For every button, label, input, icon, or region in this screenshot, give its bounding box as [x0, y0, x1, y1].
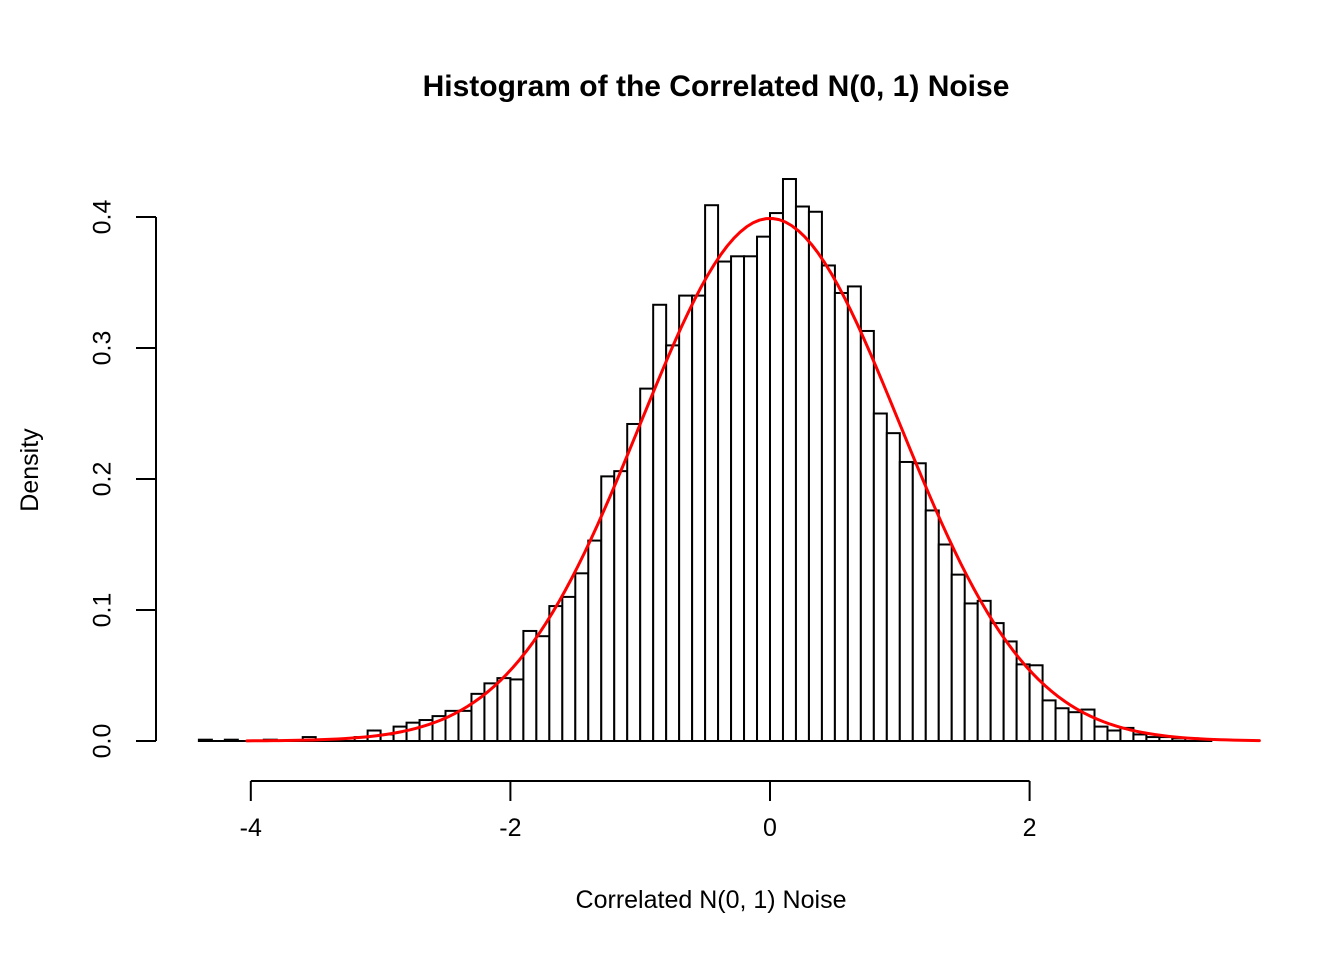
histogram-bar — [457, 709, 473, 742]
histogram-bar — [859, 329, 875, 742]
histogram-bar — [613, 470, 629, 742]
histogram-bar — [872, 412, 888, 742]
histogram-bar — [846, 285, 862, 742]
y-tick-label: 0.4 — [89, 200, 117, 235]
histogram-bar — [963, 602, 979, 743]
x-tick-label: 0 — [763, 814, 777, 842]
histogram-bar — [976, 599, 992, 743]
histogram-bar — [600, 475, 616, 742]
histogram-bar — [730, 255, 746, 742]
histogram-bar — [1054, 707, 1070, 742]
normal-density-curve — [245, 216, 1261, 743]
histogram-bar — [820, 264, 836, 742]
x-axis-title: Correlated N(0, 1) Noise — [576, 886, 847, 914]
histogram-bar — [535, 635, 551, 743]
histogram-bar — [509, 678, 525, 742]
histogram-bar — [1002, 640, 1018, 742]
x-axis: -4 -2 0 2 — [240, 780, 1037, 842]
x-tick-label: -2 — [499, 814, 521, 842]
histogram-bar — [756, 235, 772, 742]
histogram-bar — [548, 605, 564, 742]
y-tick-label: 0.0 — [89, 724, 117, 759]
histogram-bar — [1145, 736, 1161, 743]
chart-title: Histogram of the Correlated N(0, 1) Nois… — [423, 70, 1010, 103]
histogram-bar — [950, 573, 966, 742]
histogram-bar — [1106, 729, 1122, 743]
histogram-bar — [574, 572, 590, 742]
histogram-bar — [1132, 733, 1148, 743]
histogram-bar — [717, 260, 733, 742]
histogram-bar — [678, 294, 694, 742]
y-tick-label: 0.3 — [89, 331, 117, 366]
histogram-bar — [781, 178, 797, 742]
histogram-bar — [626, 422, 642, 742]
histogram-bar — [197, 738, 213, 743]
histogram-bar — [989, 622, 1005, 742]
histogram-bar — [587, 539, 603, 742]
histogram-bar — [561, 595, 577, 743]
histogram-bar — [833, 291, 849, 742]
histogram-bar — [924, 509, 940, 742]
histogram-bar — [704, 204, 720, 742]
histogram-bar — [743, 255, 759, 742]
plot-area: 0.0 0.1 0.2 0.3 0.4 -4 -2 0 2 — [89, 178, 1261, 842]
histogram-bar — [1067, 711, 1083, 742]
histogram-bar — [911, 462, 927, 742]
histogram-bar — [1041, 699, 1057, 743]
histogram-bar — [937, 543, 953, 742]
histogram-bar — [769, 212, 784, 742]
y-axis: 0.0 0.1 0.2 0.3 0.4 — [89, 200, 157, 759]
x-tick-label: -4 — [240, 814, 262, 842]
histogram-bar — [652, 303, 668, 742]
histogram-bars — [197, 178, 1213, 743]
histogram-bar — [794, 205, 810, 742]
histogram-bar — [898, 460, 914, 742]
histogram-bar — [223, 738, 239, 743]
histogram-bar — [405, 721, 421, 742]
histogram-bar — [1093, 725, 1109, 743]
histogram-bar — [665, 344, 681, 742]
x-tick-label: 2 — [1023, 814, 1037, 842]
histogram-bar — [691, 294, 707, 742]
histogram-bar — [1015, 663, 1031, 743]
histogram-bar — [885, 432, 901, 742]
y-tick-label: 0.1 — [89, 593, 117, 628]
y-tick-label: 0.2 — [89, 462, 117, 497]
histogram-bar — [496, 677, 512, 742]
histogram-bar — [639, 387, 655, 742]
histogram-bar — [807, 210, 823, 742]
y-axis-title: Density — [16, 428, 44, 512]
